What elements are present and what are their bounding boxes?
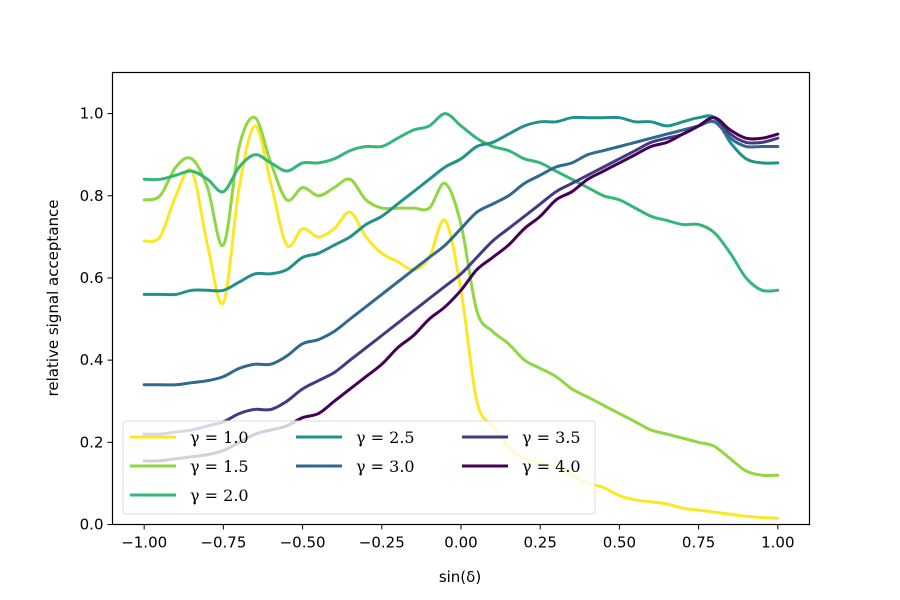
y-axis-label: relative signal acceptance xyxy=(44,200,62,397)
y-tick-label: 0.0 xyxy=(80,516,104,534)
series-line-3 xyxy=(142,114,780,297)
x-tick-label: 0.00 xyxy=(444,534,477,552)
x-tick-label: 0.25 xyxy=(524,534,557,552)
x-tick-label: 0.50 xyxy=(603,534,636,552)
legend-label: γ = 1.0 xyxy=(190,428,249,447)
legend-label: γ = 2.0 xyxy=(190,486,249,505)
legend-label: γ = 4.0 xyxy=(522,457,581,476)
y-tick-label: 0.2 xyxy=(80,433,104,451)
y-tick-label: 0.6 xyxy=(80,269,104,287)
series-line-1 xyxy=(142,115,780,478)
x-tick-label: 0.75 xyxy=(682,534,715,552)
axes-frame xyxy=(111,71,811,526)
x-axis-label: sin(δ) xyxy=(439,568,481,586)
y-ticks: 0.0 0.2 0.4 0.6 0.8 1.0 xyxy=(80,105,113,534)
x-tick-label: 1.00 xyxy=(761,534,794,552)
legend-label: γ = 2.5 xyxy=(356,428,415,447)
legend-label: γ = 3.5 xyxy=(522,428,581,447)
x-tick-label: −1.00 xyxy=(121,534,167,552)
series-line-2 xyxy=(142,112,780,293)
legend-label: γ = 1.5 xyxy=(190,457,249,476)
y-tick-label: 0.4 xyxy=(80,351,104,369)
legend-label: γ = 3.0 xyxy=(356,457,415,476)
x-ticks: −1.00 −0.75 −0.50 −0.25 0.00 0.25 0.50 0.75 1.00 xyxy=(121,524,795,552)
y-tick-label: 1.0 xyxy=(80,105,104,123)
y-tick-label: 0.8 xyxy=(80,187,104,205)
legend-frame xyxy=(122,420,596,515)
x-tick-label: −0.25 xyxy=(359,534,405,552)
legend: γ = 1.0 γ = 1.5 γ = 2.0 γ = 2.5 γ = 3.0 γ = 3… xyxy=(122,420,596,515)
x-tick-label: −0.50 xyxy=(280,534,326,552)
series-line-5 xyxy=(142,116,780,436)
x-tick-label: −0.75 xyxy=(200,534,246,552)
series-line-4 xyxy=(142,119,780,387)
